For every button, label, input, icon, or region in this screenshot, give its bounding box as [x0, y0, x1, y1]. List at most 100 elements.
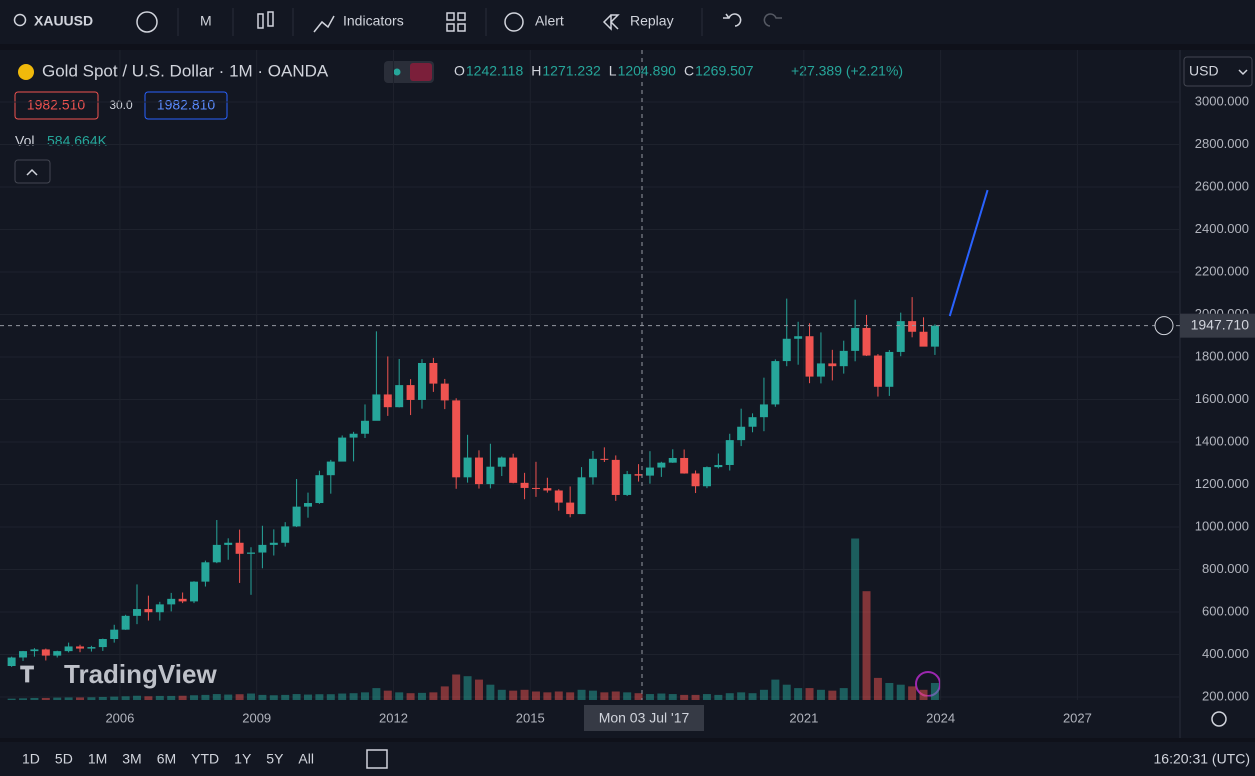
volume-bar [714, 694, 723, 700]
candle-body [429, 362, 438, 384]
candle-body [360, 420, 369, 434]
range-button[interactable]: 6M [157, 751, 176, 767]
spread: 30.0 [109, 98, 133, 112]
range-buttons: 1D 5D 1M 3M 6M YTD 1Y 5Y All [22, 751, 314, 767]
search-icon[interactable] [13, 13, 27, 27]
indicators-icon[interactable] [313, 15, 335, 33]
volume-bar [851, 538, 860, 700]
volume-bar [805, 688, 814, 700]
price-label-bg [1180, 313, 1255, 338]
indicators[interactable]: Indicators [343, 13, 404, 29]
ohlc-legend: O 1242.118 H 1271.232 L 1204.890 C 1269.507 [454, 63, 754, 79]
buy-price[interactable]: 1982.810 [157, 97, 216, 113]
y-tick-label: 2400.000 [1195, 221, 1249, 236]
currency[interactable]: USD [1189, 63, 1219, 79]
sell-button[interactable] [14, 91, 99, 120]
replay[interactable]: Replay [630, 13, 674, 29]
chart-type[interactable] [257, 13, 264, 29]
collapse-icon [26, 168, 38, 176]
symbol[interactable]: XAUUSD [34, 13, 93, 29]
candle-body [737, 426, 746, 441]
volume-bar [509, 690, 518, 700]
range-button[interactable]: 1D [22, 751, 40, 767]
interval[interactable]: M [200, 13, 212, 29]
range-button[interactable]: 5D [55, 751, 73, 767]
alert-icon[interactable] [504, 12, 524, 32]
replay-icon[interactable] [602, 14, 620, 31]
currency-select[interactable] [1183, 56, 1253, 87]
settings[interactable] [1211, 711, 1227, 727]
range-button[interactable]: 1Y [234, 751, 252, 767]
volume-bar [474, 679, 483, 700]
range-button[interactable]: All [298, 751, 314, 767]
range-button[interactable]: YTD [191, 751, 219, 767]
undo[interactable] [723, 13, 742, 27]
layout-icon[interactable] [446, 12, 455, 21]
y-tick-label: 800.000 [1202, 561, 1249, 576]
x-tick-label: 2021 [789, 710, 818, 725]
candle-body [896, 321, 905, 352]
date-label: Mon 03 Jul '17 [599, 710, 690, 726]
volume-bar [702, 694, 711, 700]
candle-body [41, 649, 50, 656]
volume-bar [178, 695, 187, 700]
candle-body [600, 458, 609, 460]
candle-body [304, 503, 312, 507]
candle-body [258, 544, 267, 553]
volume-bar [41, 697, 50, 700]
volume-bar [623, 692, 632, 700]
volume-bar [440, 686, 449, 700]
volume-bar [395, 692, 404, 700]
volume-bar [930, 683, 939, 700]
candle-body [588, 458, 597, 478]
volume-bar [531, 691, 540, 700]
volume-bar [680, 694, 689, 700]
volume-key: Vol [15, 133, 34, 149]
candle-body [212, 544, 221, 563]
x-tick-label: 2012 [379, 710, 408, 725]
layout-icon [446, 23, 455, 32]
volume-bar [771, 679, 780, 700]
range-button[interactable]: 5Y [266, 751, 284, 767]
volume-bar [30, 697, 39, 700]
volume-bar [919, 689, 928, 700]
y-tick-label: 1200.000 [1195, 476, 1249, 491]
candle-body [748, 417, 757, 427]
volume-bar [497, 689, 506, 700]
volume-bar [463, 676, 472, 700]
volume-bar [417, 692, 426, 700]
candle-body [281, 526, 290, 543]
candle-body [76, 646, 85, 649]
bottom-bar [0, 742, 1255, 776]
alert[interactable]: Alert [535, 13, 564, 29]
add-symbol[interactable] [136, 11, 158, 33]
symbol-logo [18, 64, 34, 80]
sell-price[interactable]: 1982.510 [27, 97, 86, 113]
redo[interactable] [763, 13, 782, 27]
candle-body [577, 477, 586, 515]
candle-body [782, 338, 791, 362]
range-button[interactable]: 1M [88, 751, 107, 767]
candle-body [486, 466, 495, 485]
price-scale [1180, 50, 1255, 700]
candle-body [930, 325, 939, 347]
layout-icon [457, 12, 466, 21]
ohlc-value: 1269.507 [695, 63, 754, 79]
volume-bar [144, 696, 153, 700]
candle-body [440, 383, 449, 401]
y-tick-label: 200.000 [1202, 688, 1249, 703]
ohlc-value: 1204.890 [618, 63, 677, 79]
volume-bar [326, 694, 335, 700]
buy-button[interactable] [144, 91, 228, 120]
range-button[interactable]: 3M [122, 751, 141, 767]
date-range-icon[interactable] [366, 749, 388, 769]
candle-body [133, 609, 142, 616]
candle-body [531, 487, 540, 489]
candle-body [349, 433, 358, 438]
crosshair-add[interactable] [1154, 316, 1174, 336]
lightning[interactable] [915, 671, 941, 697]
candle-body [155, 604, 164, 613]
volume-bar [258, 694, 267, 700]
volume-bar [759, 689, 768, 700]
